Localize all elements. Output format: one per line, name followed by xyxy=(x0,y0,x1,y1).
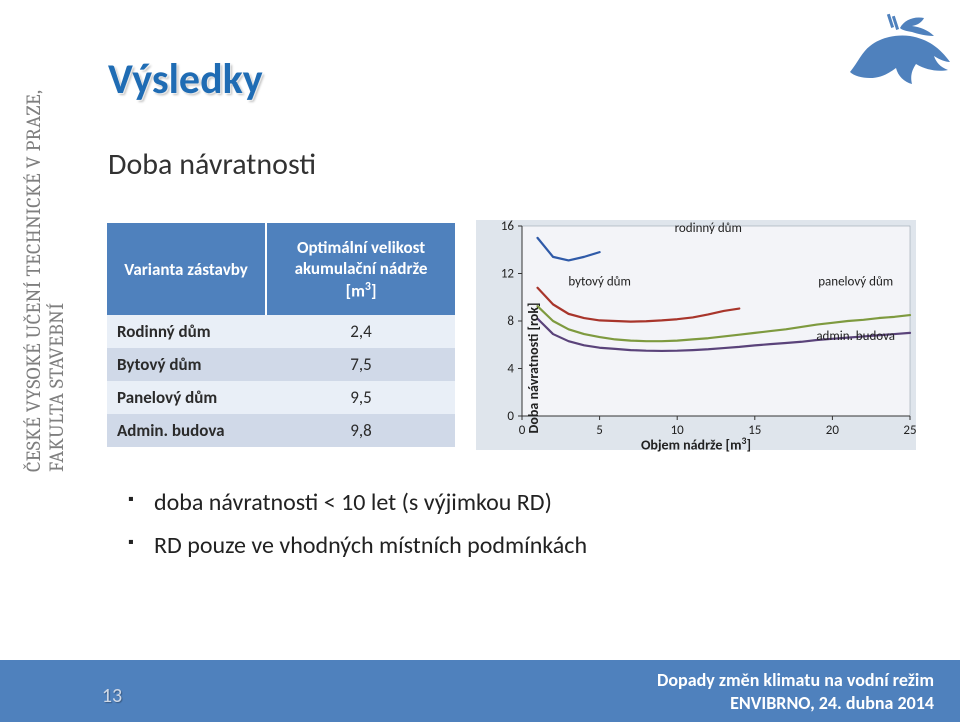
table-row: Bytový dům7,5 xyxy=(107,348,455,381)
table-header-row: Varianta zástavby Optimální velikost aku… xyxy=(107,223,455,315)
svg-text:16: 16 xyxy=(501,220,515,234)
footer-line-1: Dopady změn klimatu na vodní režim xyxy=(657,669,934,692)
footer-bar: 13 Dopady změn klimatu na vodní režim EN… xyxy=(0,660,960,722)
table-row: Rodinný dům2,4 xyxy=(107,315,455,348)
table-row: Panelový dům9,5 xyxy=(107,381,455,414)
bullet-list: doba návratnosti < 10 let (s výjimkou RD… xyxy=(128,488,888,574)
results-table: Varianta zástavby Optimální velikost aku… xyxy=(106,222,456,448)
svg-text:0: 0 xyxy=(507,409,514,424)
table-row: Admin. budova9,8 xyxy=(107,414,455,447)
table-cell-label: Panelový dům xyxy=(107,381,267,414)
svg-text:12: 12 xyxy=(501,267,515,282)
table-cell-value: 9,5 xyxy=(267,381,455,414)
page-subtitle: Doba návratnosti xyxy=(108,146,316,183)
page-title: Výsledky xyxy=(108,54,263,105)
table-cell-value: 2,4 xyxy=(267,315,455,348)
svg-text:rodinný dům: rodinný dům xyxy=(675,221,742,236)
payback-chart: 04812160510152025rodinný důmbytový důmpa… xyxy=(476,220,916,450)
table-cell-label: Admin. budova xyxy=(107,414,267,447)
svg-text:panelový dům: panelový dům xyxy=(818,274,893,289)
svg-text:bytový dům: bytový dům xyxy=(568,274,631,289)
institution-vertical-text: ČESKÉ VYSOKÉ UČENÍ TECHNICKÉ V PRAZE, FA… xyxy=(22,12,54,472)
chart-x-axis-label: Objem nádrže [m3] xyxy=(476,435,916,454)
chart-y-axis-label: Doba návratnosti [rok] xyxy=(525,303,542,434)
table-cell-value: 9,8 xyxy=(267,414,455,447)
table-header-volume-l2: akumulační nádrže xyxy=(295,258,428,279)
svg-text:4: 4 xyxy=(507,362,514,377)
bullet-item: RD pouze ve vhodných místních podmínkách xyxy=(128,531,888,560)
institution-text: ČESKÉ VYSOKÉ UČENÍ TECHNICKÉ V PRAZE, FA… xyxy=(22,90,68,472)
bullet-item: doba návratnosti < 10 let (s výjimkou RD… xyxy=(128,488,888,517)
table-cell-label: Rodinný dům xyxy=(107,315,267,348)
page-number: 13 xyxy=(86,684,138,708)
svg-text:8: 8 xyxy=(507,314,514,329)
university-logo xyxy=(840,12,960,90)
footer-line-2: ENVIBRNO, 24. dubna 2014 xyxy=(657,692,934,715)
table-header-variant: Varianta zástavby xyxy=(107,223,267,315)
footer-text: Dopady změn klimatu na vodní režim ENVIB… xyxy=(657,669,934,714)
table-header-volume-unit: [m3] xyxy=(346,280,377,302)
table-cell-label: Bytový dům xyxy=(107,348,267,381)
table-cell-value: 7,5 xyxy=(267,348,455,381)
svg-text:admin. budova: admin. budova xyxy=(816,329,895,344)
slide: ČESKÉ VYSOKÉ UČENÍ TECHNICKÉ V PRAZE, FA… xyxy=(0,0,960,722)
table-header-volume-l1: Optimální velikost xyxy=(297,237,425,258)
table-header-volume: Optimální velikost akumulační nádrže [m3… xyxy=(267,223,455,315)
